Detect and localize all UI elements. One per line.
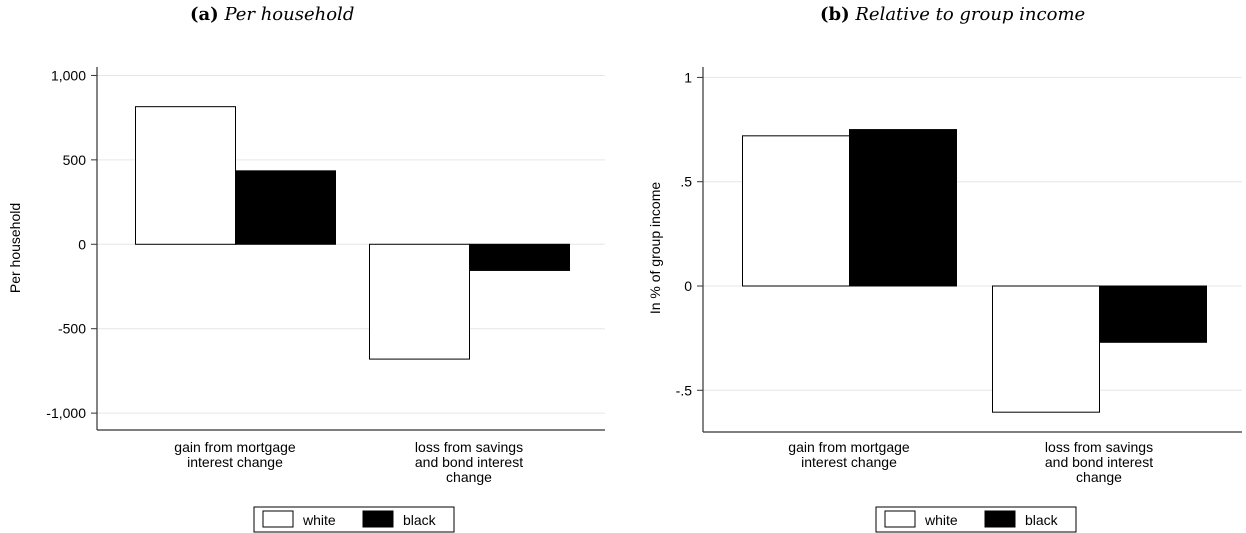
- y-tick-label-b-1: .5: [680, 174, 692, 190]
- panel-a-title: (a) Per household: [190, 4, 354, 25]
- bar-a-white-0: [135, 106, 236, 245]
- y-tick-label-b-3: -.5: [676, 382, 693, 398]
- y-tick-label-b-2: 0: [684, 278, 692, 294]
- y-tick-label-a-0: 1,000: [51, 67, 86, 83]
- bar-b-white-0: [742, 135, 850, 287]
- panel-b-label: (b): [820, 4, 850, 25]
- y-axis-label-a: Per household: [7, 203, 23, 293]
- legend-label-a-white: white: [302, 512, 336, 528]
- category-label-b-0: gain from mortgage interest change: [788, 439, 910, 470]
- y-tick-label-a-4: -1,000: [46, 405, 86, 421]
- category-label-b-1: loss from savings and bond interest change: [1045, 439, 1153, 485]
- legend-label-b-white: white: [924, 512, 958, 528]
- bar-b-black-1: [1099, 285, 1207, 343]
- bar-b-black-0: [849, 129, 957, 287]
- category-label-a-0: gain from mortgage interest change: [174, 439, 296, 470]
- panel-b-title: (b) Relative to group income: [820, 4, 1085, 25]
- bar-b-white-1: [992, 285, 1100, 413]
- legend-swatch-a-white: [262, 510, 294, 528]
- bar-a-black-0: [235, 170, 336, 245]
- legend-label-b-black: black: [1025, 512, 1059, 528]
- y-tick-label-a-3: -500: [58, 321, 86, 337]
- bar-a-white-1: [369, 243, 470, 360]
- panel-b-title-text: Relative to group income: [855, 4, 1086, 25]
- legend-swatch-a-black: [362, 510, 394, 528]
- y-axis-label-b: In % of group income: [647, 182, 663, 315]
- panel-a-label: (a): [190, 4, 219, 25]
- bar-a-black-1: [469, 243, 570, 271]
- legend-swatch-b-white: [884, 510, 916, 528]
- y-tick-label-b-0: 1: [684, 69, 692, 85]
- chart-per-household: 1,000 500 0 -500 -1,000 Per household gain fro…: [7, 67, 605, 533]
- legend-label-a-black: black: [403, 512, 437, 528]
- legend-swatch-b-black: [984, 510, 1016, 528]
- y-tick-label-a-2: 0: [78, 236, 86, 252]
- y-tick-label-a-1: 500: [63, 152, 87, 168]
- category-label-a-1: loss from savings and bond interest change: [415, 439, 523, 485]
- panel-a-title-text: Per household: [224, 4, 355, 25]
